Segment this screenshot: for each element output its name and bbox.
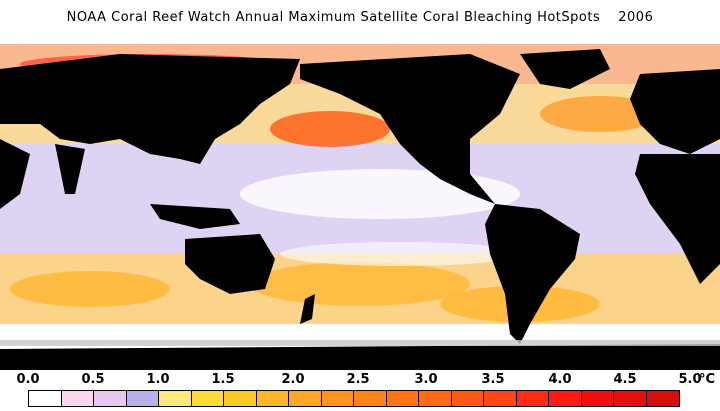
new-zealand [300,294,315,324]
legend-tick: 2.0 [281,372,305,387]
legend-tick: 5.0 [678,372,702,387]
legend-tick: 1.0 [146,372,170,387]
legend-color-cell [256,391,289,406]
antarctica [0,344,720,370]
land-masses [0,49,720,370]
africa-east [0,139,30,209]
australia [185,234,275,294]
legend-color-cell [581,391,614,406]
legend-color-cell [191,391,224,406]
legend-tick: 4.5 [613,372,637,387]
legend-color-cell [419,391,452,406]
eurasia [0,54,300,164]
south-pacific-hotspot [250,262,470,306]
sea-ice-edge [0,340,720,346]
legend-color-cell [646,391,679,406]
legend-color-cell [451,391,484,406]
east-pacific-low [280,242,520,266]
legend-color-cell [614,391,647,406]
india [55,144,85,194]
africa-west [635,154,720,284]
indian-ocean-hotspot [10,271,170,307]
north-america [300,54,520,204]
legend-color-cell [94,391,127,406]
legend-color-cell [29,391,62,406]
legend-unit: °C [699,372,716,387]
greenland [520,49,610,89]
legend-color-cell [354,391,387,406]
map-title: NOAA Coral Reef Watch Annual Maximum Sat… [0,10,720,25]
legend-tick: 3.5 [481,372,505,387]
indonesia [150,204,240,229]
legend-color-cell [224,391,257,406]
legend-ticks: 0.0 0.5 1.0 1.5 2.0 2.5 3.0 3.5 4.0 4.5 … [0,372,720,390]
legend-color-cell [516,391,549,406]
world-hotspot-map [0,44,720,370]
legend-color-cell [126,391,159,406]
north-atlantic-hotspot [540,96,660,132]
legend-color-cell [321,391,354,406]
legend-tick: 2.5 [346,372,370,387]
legend-tick: 0.0 [16,372,40,387]
legend-tick: 1.5 [211,372,235,387]
legend-color-cell [61,391,94,406]
map-year: 2006 [618,10,654,25]
legend-color-cell [289,391,322,406]
europe-west [630,69,720,154]
legend-tick: 0.5 [81,372,105,387]
legend-color-cell [386,391,419,406]
legend-color-cell [549,391,582,406]
color-legend-bar [28,390,680,407]
legend-tick: 4.0 [548,372,572,387]
legend-tick: 3.0 [414,372,438,387]
map-title-text: NOAA Coral Reef Watch Annual Maximum Sat… [66,10,601,25]
legend-color-cell [159,391,192,406]
south-america [485,204,580,344]
legend-color-cell [484,391,517,406]
north-pacific-hotspot [270,111,390,147]
